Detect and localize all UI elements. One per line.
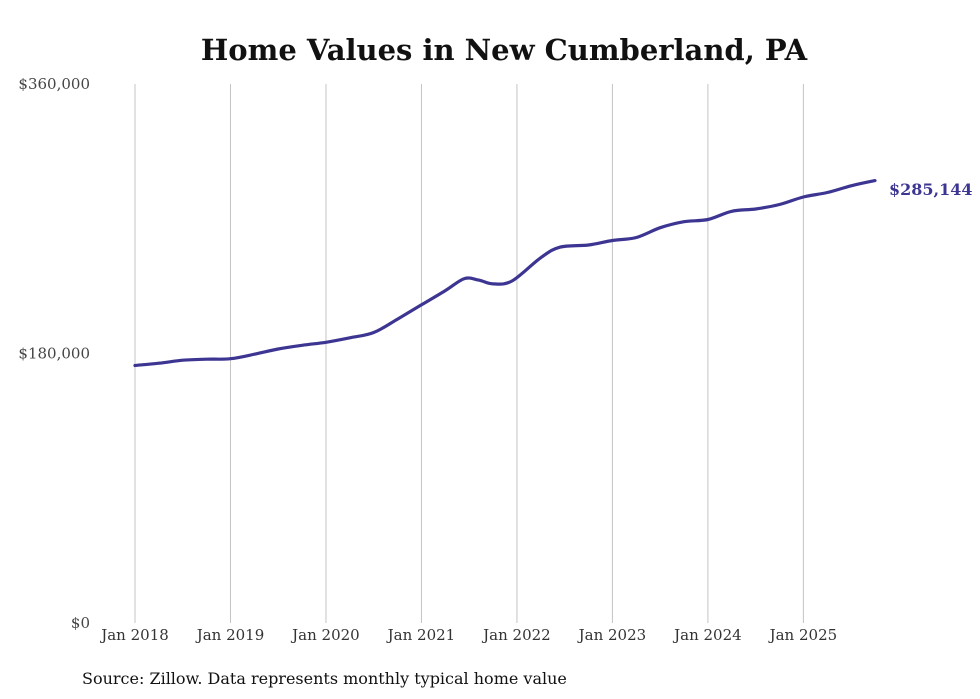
y-tick-label: $360,000 — [18, 75, 90, 93]
series-line-0 — [133, 179, 877, 368]
x-tick-label: Jan 2019 — [195, 626, 265, 644]
x-tick-label: Jan 2021 — [386, 626, 456, 644]
x-tick-label: Jan 2018 — [99, 626, 169, 644]
end-value-label: $285,144 — [889, 180, 973, 199]
x-tick-label: Jan 2020 — [290, 626, 360, 644]
y-axis: $0 $180,000 $360,000 — [18, 75, 90, 632]
vertical-gridlines — [134, 84, 804, 623]
source-note: Source: Zillow. Data represents monthly … — [82, 669, 567, 688]
x-tick-label: Jan 2022 — [481, 626, 551, 644]
x-tick-label: Jan 2024 — [672, 626, 742, 644]
y-tick-label: $0 — [71, 614, 90, 632]
x-tick-label: Jan 2023 — [577, 626, 647, 644]
x-axis: Jan 2018 Jan 2019 Jan 2020 Jan 2021 Jan 2022… — [99, 626, 837, 644]
x-tick-label: Jan 2025 — [768, 626, 838, 644]
series-layer — [133, 179, 877, 368]
chart-title: Home Values in New Cumberland, PA — [201, 33, 808, 67]
y-tick-label: $180,000 — [18, 345, 90, 363]
